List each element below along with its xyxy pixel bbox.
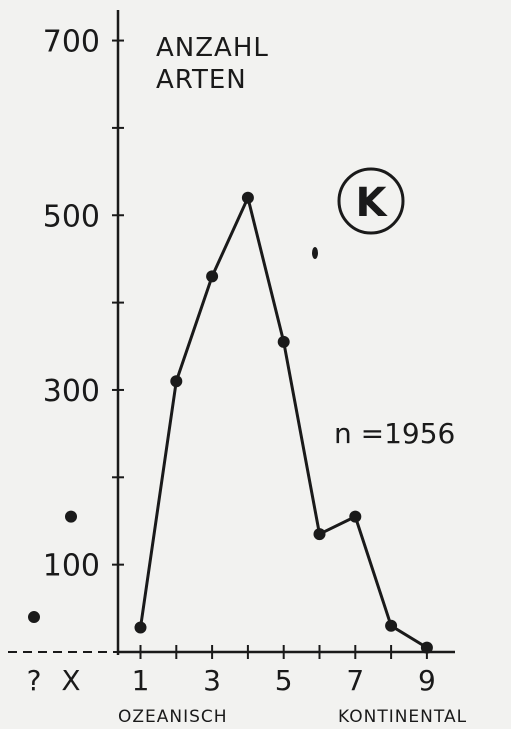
data-point: [349, 510, 362, 523]
x-label-continental: KONTINENTAL: [338, 707, 467, 727]
y-tick-label: 100: [43, 549, 100, 584]
data-point: [134, 621, 147, 634]
data-point: [170, 375, 183, 388]
x-tick-label: 5: [275, 664, 293, 697]
x-label-oceanic: OZEANISCH: [118, 707, 228, 727]
data-point: [420, 641, 433, 654]
sample-size-annotation: n =1956: [334, 417, 455, 450]
badge-k: K: [337, 167, 405, 235]
x-tick-label: 9: [418, 664, 436, 697]
y-ticks: 100 300 500 700: [43, 25, 124, 584]
data-point: [241, 191, 254, 204]
extra-data-point: [28, 611, 40, 624]
x-tick-label: 7: [346, 664, 364, 697]
badge-circle: [337, 167, 405, 235]
data-point: [313, 528, 326, 541]
x-tick-label: 3: [203, 664, 221, 697]
chart-title-line-2: ARTEN: [156, 65, 247, 95]
x-tick-label: 1: [132, 664, 150, 697]
y-tick-label: 300: [43, 374, 100, 409]
x-extra-tick-label: ?: [27, 664, 42, 697]
data-point: [385, 619, 398, 632]
extra-data-point: [65, 510, 77, 523]
data-point: [277, 335, 290, 348]
data-point: [206, 270, 219, 283]
x-ticks: 1 3 5 7 9? X: [27, 645, 436, 697]
chart-title-line-1: ANZAHL: [156, 33, 269, 63]
badge-letter: K: [356, 180, 389, 226]
y-tick-label: 700: [43, 25, 100, 60]
x-extra-tick-label: X: [61, 664, 80, 697]
ink-speck: [312, 247, 318, 259]
y-tick-label: 500: [43, 199, 100, 234]
data-points: [134, 191, 433, 654]
axes: [8, 10, 455, 655]
extra-points: [28, 510, 77, 624]
